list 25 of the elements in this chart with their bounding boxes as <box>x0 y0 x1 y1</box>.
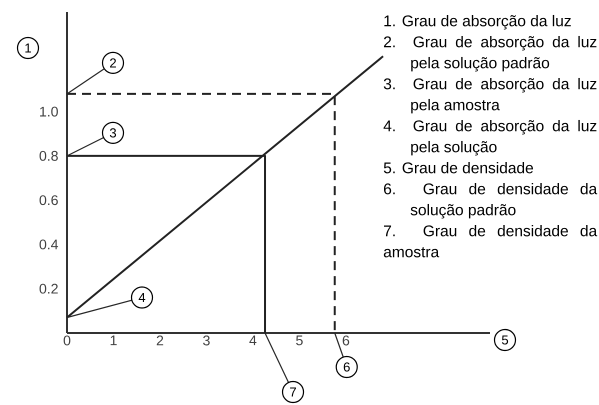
x-tick-label: 3 <box>203 336 210 346</box>
x-tick-label: 1 <box>110 336 117 346</box>
y-tick-label: 0.4 <box>40 239 58 250</box>
y-tick-label: 0.2 <box>40 284 58 294</box>
annotation: 7. Grau de densidade da amostra <box>384 224 598 258</box>
annotation: 6. Grau de densidade da solução padrão <box>384 182 598 218</box>
x-tick-label: 4 <box>249 336 256 346</box>
annotation: 4. Grau de absorção da luz pela solução <box>384 120 596 156</box>
annotation: 3 <box>110 128 116 138</box>
x-tick-label: 6 <box>342 336 350 346</box>
y-tick-label: 0.8 <box>40 150 58 161</box>
annotation: 4 <box>138 293 146 302</box>
annotation: 3. Grau de absorção da luz pela amostra <box>384 78 596 114</box>
x-tick-label: 5 <box>296 336 303 346</box>
x-tick-label: 2 <box>156 336 164 346</box>
annotation: 2 <box>110 58 116 68</box>
y-axis-title: 1 <box>25 44 31 52</box>
y-tick-label: 1.0 <box>40 106 58 117</box>
x-tick-label: 0 <box>64 336 70 346</box>
annotation: 1. Grau de absorção da luz <box>384 14 571 30</box>
y-tick-label: 0.6 <box>40 195 58 206</box>
annotation: 6 <box>344 362 350 372</box>
annotation: 2. Grau de absorção da luz pela solução padrão <box>384 36 596 72</box>
annotation: 7 <box>290 388 296 396</box>
annotation: 5. Grau de densidade <box>384 162 534 174</box>
